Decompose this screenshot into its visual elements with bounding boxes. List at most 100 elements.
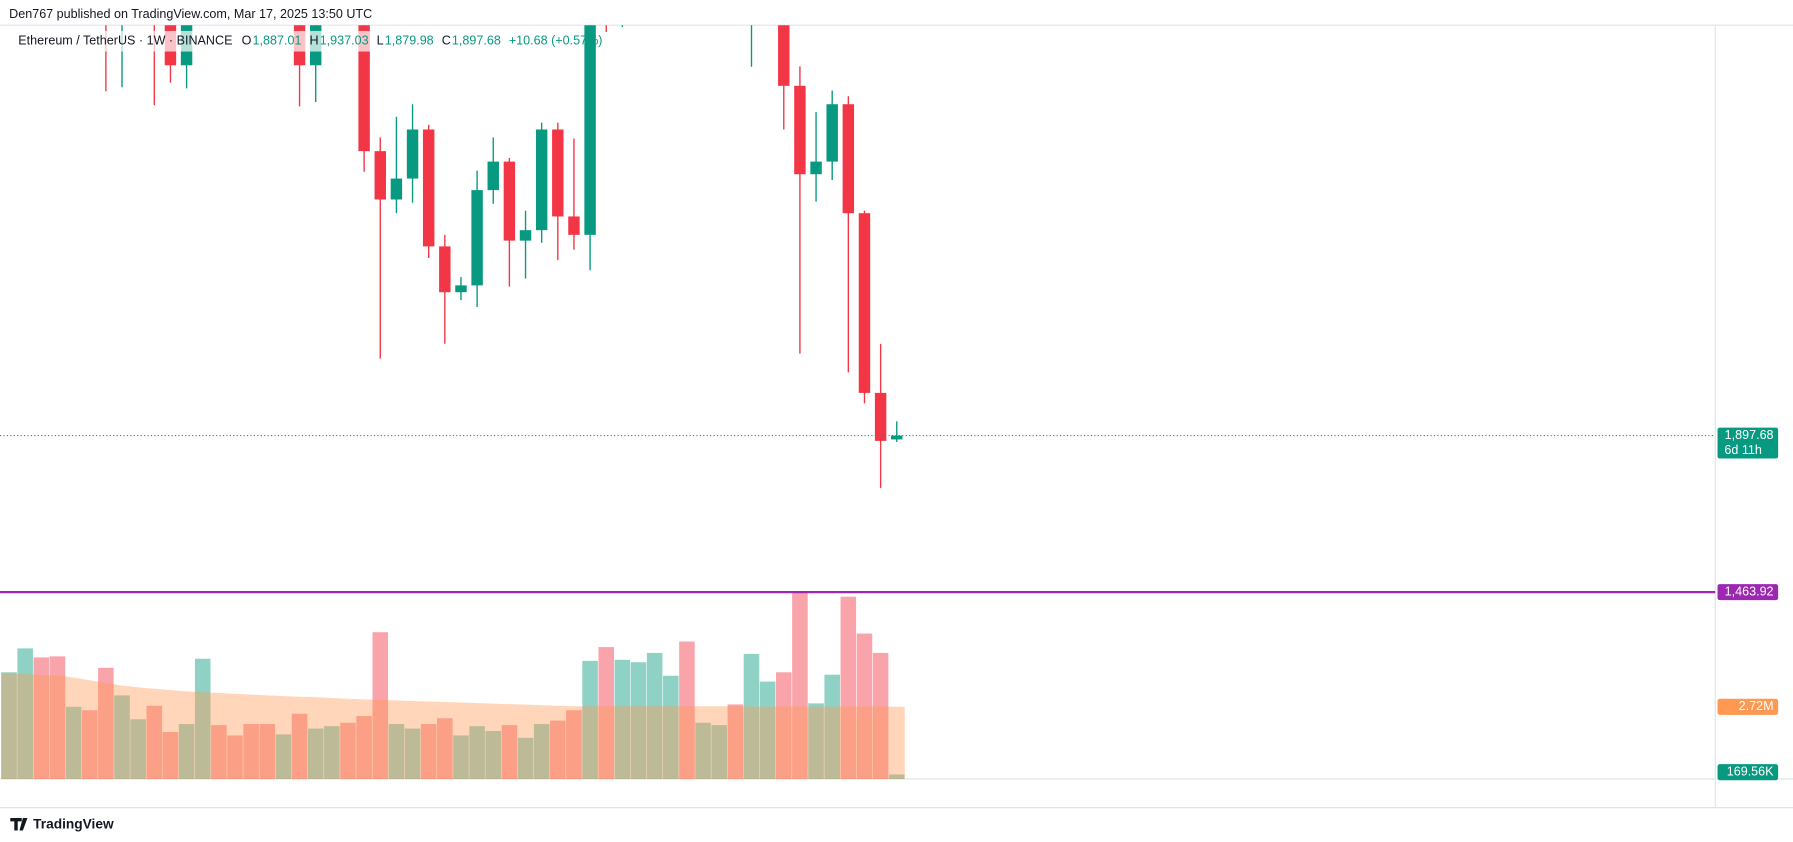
- candle-body: [487, 161, 499, 191]
- volume-bar: [33, 657, 50, 779]
- level-badge: [1717, 584, 1779, 601]
- volume-bar: [566, 710, 582, 779]
- volume-bar: [211, 725, 227, 779]
- ohlc-value: 1,887.01: [253, 34, 302, 48]
- volume-bar: [550, 720, 566, 779]
- candle-body: [455, 285, 467, 293]
- volume-bar: [146, 705, 163, 779]
- published-by: Den767 published on TradingView.com, Mar…: [9, 7, 372, 21]
- candle-body: [794, 85, 806, 175]
- candle-body: [439, 246, 451, 293]
- volume-bar: [856, 633, 873, 779]
- volume-bar: [598, 647, 615, 779]
- volume-bar: [340, 722, 356, 779]
- volume-bar: [582, 660, 598, 779]
- volume-bar: [485, 730, 502, 779]
- volume-bar: [679, 641, 695, 779]
- volume-bar: [324, 726, 340, 779]
- volume-bar: [98, 667, 114, 779]
- volume-bar: [775, 672, 792, 779]
- volume-bar: [630, 662, 647, 779]
- volume-bar: [194, 658, 211, 779]
- volume-bar: [469, 726, 485, 779]
- volume-bar: [517, 737, 534, 779]
- ohlc-value: 1,897.68: [452, 34, 501, 48]
- candle-body: [858, 213, 871, 393]
- ohlc-key: O: [242, 34, 252, 48]
- volume-bar: [1, 672, 17, 779]
- volume-bar: [646, 652, 663, 779]
- brand-logo: [10, 817, 28, 831]
- volume-bar: [792, 592, 808, 779]
- volume-bar: [291, 713, 308, 779]
- candle-body: [584, 25, 596, 235]
- countdown-label: 6d 11h: [1724, 443, 1762, 457]
- volume-badge: [1717, 764, 1779, 781]
- ohlc-value: 1,879.98: [385, 34, 434, 48]
- volume-bar: [437, 718, 453, 779]
- volume-bar: [388, 724, 405, 779]
- level-label: 1,463.92: [1725, 584, 1774, 598]
- candle-body: [778, 25, 790, 86]
- volume-bar: [759, 681, 776, 779]
- volume-bar: [372, 632, 389, 779]
- volume-pane: [1, 592, 905, 779]
- volume-bar: [275, 734, 292, 779]
- candle-body: [358, 25, 370, 152]
- volume-bar: [614, 659, 631, 779]
- candle-body: [535, 129, 548, 231]
- symbol: Ethereum / TetherUS · 1W · BINANCE: [18, 34, 232, 48]
- volume-bar: [727, 704, 744, 779]
- change: +10.68 (+0.57%): [509, 34, 603, 48]
- legend-header: Ethereum / TetherUS · 1W · BINANCE O 1,887…: [11, 30, 603, 52]
- candle-body: [552, 129, 564, 217]
- volume-bar: [65, 706, 82, 779]
- volume-bar: [356, 716, 372, 779]
- candle-body: [826, 104, 838, 162]
- volume-bar: [259, 724, 276, 779]
- candle-body: [422, 129, 435, 247]
- volume-bar: [501, 725, 518, 779]
- volume-bar: [227, 735, 243, 779]
- candle-body: [891, 435, 903, 440]
- volume-bar: [162, 732, 179, 779]
- volume-bar: [17, 648, 33, 779]
- candle-body: [874, 392, 887, 441]
- volume-bar: [695, 722, 711, 779]
- volume-bar: [533, 724, 550, 779]
- candle-body: [503, 161, 516, 241]
- volume-label: 169.56K: [1727, 765, 1774, 779]
- volume-bar: [404, 728, 421, 779]
- volume-bar: [81, 710, 98, 779]
- last-price-badge: [1717, 427, 1779, 459]
- volume-ma-badge: [1717, 698, 1779, 715]
- candle-body: [568, 216, 580, 235]
- volume-bar: [840, 596, 857, 779]
- ohlc-value: 1,937.03: [320, 34, 369, 48]
- candle-body: [390, 178, 403, 200]
- candle-body: [519, 230, 532, 241]
- candle-body: [406, 129, 419, 179]
- candle-body: [471, 190, 483, 286]
- volume-ma-label: 2.72M: [1739, 699, 1774, 713]
- volume-bar: [711, 725, 727, 779]
- volume-bar: [178, 724, 195, 779]
- candle-body: [810, 161, 822, 175]
- volume-bar: [872, 652, 889, 779]
- volume-bar: [743, 653, 760, 779]
- ohlc-key: C: [442, 34, 451, 48]
- volume-bar: [663, 675, 679, 779]
- ohlc-key: H: [309, 34, 318, 48]
- candle-body: [374, 151, 386, 200]
- brand: TradingView: [10, 816, 114, 831]
- volume-bar: [824, 674, 840, 779]
- volume-bar: [888, 774, 905, 779]
- volume-bar: [114, 695, 130, 779]
- ohlc-key: L: [377, 34, 384, 48]
- last-price-label: 1,897.68: [1725, 428, 1774, 442]
- candle-body: [842, 104, 855, 214]
- volume-bar: [243, 724, 259, 779]
- volume-bar: [307, 728, 324, 779]
